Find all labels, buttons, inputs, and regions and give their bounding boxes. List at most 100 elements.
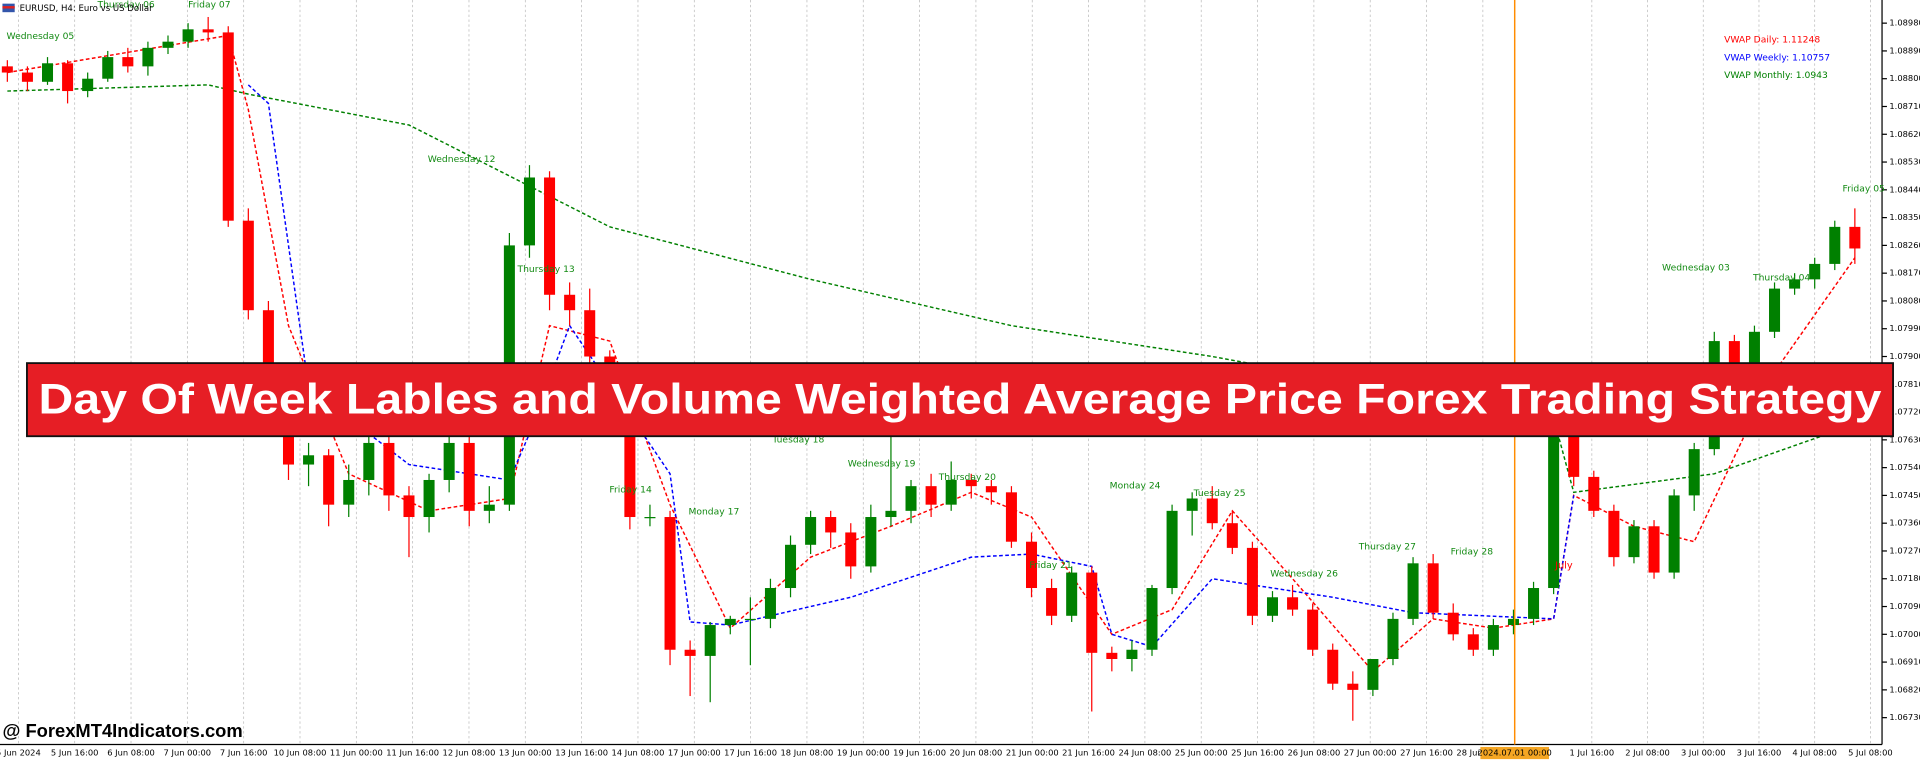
x-tick-label: 19 Jun 16:00 bbox=[893, 748, 946, 758]
candle-body bbox=[945, 479, 957, 505]
candle-body bbox=[21, 72, 33, 82]
banner bbox=[26, 362, 1894, 438]
candle-body bbox=[965, 479, 977, 487]
candle-body bbox=[443, 442, 455, 480]
candle-body bbox=[644, 517, 656, 519]
x-tick-label: 20 Jun 08:00 bbox=[949, 748, 1002, 758]
candle-body bbox=[1226, 523, 1238, 548]
candle-body bbox=[1246, 547, 1258, 616]
candle-body bbox=[202, 29, 214, 33]
candle-body bbox=[1688, 449, 1700, 496]
candle-body bbox=[1427, 563, 1439, 613]
x-tick-label: 13 Jun 16:00 bbox=[555, 748, 608, 758]
candle-body bbox=[1668, 495, 1680, 573]
candle-body bbox=[82, 78, 94, 92]
y-tick-label: 1.08710 bbox=[1889, 101, 1920, 111]
candle-body bbox=[1206, 498, 1218, 524]
x-tick-label: 3 Jul 16:00 bbox=[1737, 748, 1782, 758]
candle-body bbox=[1507, 618, 1519, 626]
candle-body bbox=[1548, 433, 1560, 589]
candle-body bbox=[664, 517, 676, 650]
candle-body bbox=[1849, 226, 1861, 249]
candle-body bbox=[323, 455, 335, 505]
candle-body bbox=[704, 625, 716, 656]
candle-body bbox=[142, 47, 154, 67]
x-tick-label: 11 Jun 00:00 bbox=[330, 748, 383, 758]
candle-body bbox=[1, 66, 13, 73]
day-label: Tuesday 25 bbox=[1193, 488, 1246, 499]
x-tick-label: 14 Jun 08:00 bbox=[612, 748, 665, 758]
candle-body bbox=[1407, 563, 1419, 619]
y-tick-label: 1.08620 bbox=[1889, 129, 1920, 139]
vwap-line bbox=[7, 84, 1856, 494]
candle-body bbox=[724, 618, 736, 626]
day-label: Thursday 13 bbox=[516, 264, 574, 275]
candle-body bbox=[1447, 612, 1459, 635]
day-label: Monday 17 bbox=[688, 506, 739, 517]
y-tick-label: 1.08260 bbox=[1889, 240, 1920, 250]
candle-body bbox=[1628, 526, 1640, 558]
x-tick-label: 25 Jun 00:00 bbox=[1175, 748, 1228, 758]
candle-body bbox=[1266, 597, 1278, 616]
day-label: Thursday 04 bbox=[1752, 272, 1810, 283]
day-label: Friday 07 bbox=[188, 0, 231, 10]
banner-text: Day Of Week Lables and Volume Weighted A… bbox=[39, 375, 1882, 423]
candle-body bbox=[1467, 634, 1479, 650]
y-tick-label: 1.07000 bbox=[1889, 629, 1920, 639]
y-tick-label: 1.07630 bbox=[1889, 434, 1920, 444]
candle-body bbox=[1126, 649, 1138, 660]
x-tick-label: 6 Jun 08:00 bbox=[107, 748, 155, 758]
y-tick-label: 1.07720 bbox=[1889, 407, 1920, 417]
candle-body bbox=[62, 63, 74, 92]
candle-body bbox=[564, 294, 576, 311]
vwap-lines bbox=[7, 34, 1856, 673]
candle-body bbox=[785, 544, 797, 589]
y-tick-label: 1.08980 bbox=[1889, 18, 1920, 28]
day-label: Wednesday 26 bbox=[1270, 568, 1338, 579]
x-tick-label: 11 Jun 16:00 bbox=[386, 748, 439, 758]
candle-body bbox=[383, 442, 395, 496]
candle-body bbox=[544, 177, 556, 295]
x-tick-label: 3 Jul 00:00 bbox=[1681, 748, 1726, 758]
x-tick-label: 21 Jun 00:00 bbox=[1006, 748, 1059, 758]
x-tick-label: 7 Jun 16:00 bbox=[220, 748, 268, 758]
flag-stripe bbox=[2, 6, 15, 9]
candle-body bbox=[684, 649, 696, 656]
time-highlight bbox=[1480, 746, 1549, 760]
x-tick-label: 13 Jun 00:00 bbox=[499, 748, 552, 758]
y-tick-label: 1.07180 bbox=[1889, 573, 1920, 583]
y-tick-label: 1.06820 bbox=[1889, 684, 1920, 694]
x-tick-label: 18 Jun 08:00 bbox=[781, 748, 834, 758]
candle-body bbox=[1487, 625, 1499, 650]
y-tick-label: 1.07450 bbox=[1889, 490, 1920, 500]
y-tick-label: 1.08530 bbox=[1889, 157, 1920, 167]
symbol-title: EURUSD, H4: Euro vs US Dollar bbox=[20, 4, 154, 14]
candle-body bbox=[985, 486, 997, 493]
x-tick-label: 10 Jun 08:00 bbox=[274, 748, 327, 758]
candle-body bbox=[42, 63, 54, 82]
candle-body bbox=[805, 517, 817, 545]
legend-entry: VWAP Daily: 1.11248 bbox=[1724, 35, 1820, 46]
candle-body bbox=[925, 486, 937, 505]
day-label: Friday 28 bbox=[1451, 546, 1494, 557]
candle-body bbox=[162, 41, 174, 48]
y-tick-label: 1.07900 bbox=[1889, 351, 1920, 361]
candle-body bbox=[825, 517, 837, 533]
candle-body bbox=[403, 495, 415, 518]
x-tick-label: 19 Jun 00:00 bbox=[837, 748, 890, 758]
candle-body bbox=[282, 418, 294, 465]
x-tick-label: 26 Jun 08:00 bbox=[1287, 748, 1340, 758]
candle-body bbox=[1186, 498, 1198, 511]
candle-body bbox=[1287, 597, 1299, 610]
y-tick-label: 1.08440 bbox=[1889, 184, 1920, 194]
candle-body bbox=[624, 418, 636, 518]
y-tick-label: 1.07810 bbox=[1889, 379, 1920, 389]
candle-body bbox=[122, 57, 134, 67]
y-tick-label: 1.06910 bbox=[1889, 657, 1920, 667]
y-tick-label: 1.08080 bbox=[1889, 295, 1920, 305]
y-tick-label: 1.07360 bbox=[1889, 518, 1920, 528]
day-label: Thursday 27 bbox=[1358, 542, 1416, 553]
candle-body bbox=[865, 517, 877, 567]
